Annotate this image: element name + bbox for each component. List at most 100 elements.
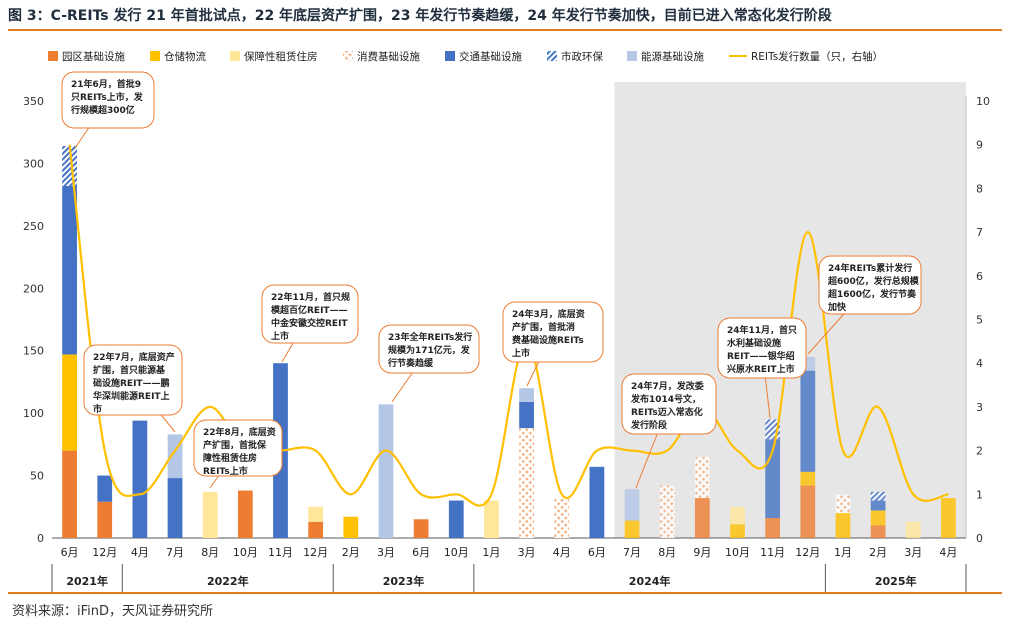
y2-tick-label: 5 (976, 314, 983, 327)
bottom-rule (8, 592, 1002, 594)
x-tick-label: 4月 (939, 546, 957, 559)
callout-text: 模超百亿REIT—— (271, 304, 348, 316)
callout-text: 24年7月，发改委 (631, 380, 705, 392)
y-tick-label: 350 (23, 95, 44, 108)
bar-segment (800, 471, 816, 486)
bar-segment (870, 491, 886, 501)
bar-segment (97, 501, 113, 538)
legend-swatch (230, 51, 240, 61)
bar-segment (835, 513, 851, 538)
legend-label: 市政环保 (561, 50, 603, 63)
callout-text: 超600亿，发行总规模 (827, 275, 920, 287)
y2-tick-label: 10 (976, 95, 990, 108)
y2-tick-label: 8 (976, 182, 983, 195)
y2-tick-label: 4 (976, 357, 983, 370)
legend-swatch (150, 51, 160, 61)
x-tick-label: 4月 (553, 546, 571, 559)
legend-swatch (445, 51, 455, 61)
bar-segment (484, 500, 499, 538)
x-tick-label: 3月 (904, 546, 922, 559)
legend-label: 消费基础设施 (357, 50, 420, 63)
callout-box (378, 324, 480, 374)
x-tick-label: 10月 (233, 546, 258, 559)
year-label: 2024年 (629, 574, 671, 588)
x-tick-label: 2月 (869, 546, 887, 559)
bar-segment (870, 500, 886, 511)
bar-segment (730, 506, 745, 525)
legend: 园区基础设施 仓储物流 保障性租赁住房 消费基础设施 交通基础设施 市政环保 能源基础设施 R… (48, 50, 883, 63)
callout-text: 发行阶段 (630, 419, 668, 431)
bar-segment (132, 420, 148, 538)
y-tick-label: 50 (30, 470, 44, 483)
callout-text: REIT——银华绍 (727, 350, 795, 362)
bar-segment (519, 388, 534, 402)
legend-swatch (343, 51, 353, 61)
bar-segment (62, 185, 77, 355)
x-tick-label: 12月 (795, 546, 820, 559)
callout-text: 础设施REIT——鹏 (93, 377, 170, 389)
bar-segment (870, 525, 886, 538)
bar-segment (800, 485, 816, 538)
x-tick-label: 3月 (377, 546, 395, 559)
bar-segment (765, 518, 781, 538)
bar-segment (905, 521, 921, 538)
callout-text: 22年8月，底层资 (203, 426, 276, 438)
callout-text: REITs上市 (203, 465, 248, 477)
callout-text: 24年REITs累计发行 (828, 262, 912, 274)
bar-segment (659, 485, 675, 538)
callout-text: 规模为171亿元，发 (388, 344, 471, 356)
callout-box (193, 419, 283, 477)
x-tick-label: 1月 (482, 546, 500, 559)
callout-text: 中金安徽交控REIT (271, 317, 348, 329)
callout-text: 行节奏趋缓 (387, 357, 434, 369)
callout-text: 24年11月，首只 (727, 324, 797, 336)
callout-box (502, 301, 604, 363)
bar-segment (343, 516, 359, 538)
x-tick-label: 3月 (518, 546, 536, 559)
bar-segment (589, 466, 605, 538)
bar-segment (97, 475, 113, 502)
callout-text: 产扩围，首批保 (203, 439, 267, 451)
callout-text: 超1600亿，发行节奏 (827, 288, 917, 300)
bar-segment (62, 450, 77, 538)
year-label: 2021年 (66, 574, 108, 588)
legend-label: REITs发行数量（只，右轴） (751, 50, 883, 63)
x-tick-label: 7月 (623, 546, 641, 559)
y2-tick-label: 1 (976, 488, 983, 501)
callout-text: 上市 (512, 347, 530, 359)
y2-tick-label: 6 (976, 270, 983, 283)
bar-segment (202, 491, 218, 538)
y2-tick-label: 9 (976, 139, 983, 152)
callout-text: 产扩围，首批消 (512, 321, 575, 333)
bar-segment (730, 524, 745, 538)
callout-text: 上市 (271, 330, 289, 342)
x-tick-label: 11月 (760, 546, 785, 559)
callout-text: 22年7月，底层资产 (93, 351, 175, 363)
source-note: 资料来源：iFinD，天风证券研究所 (12, 604, 214, 619)
callout-text: REITs迈入常态化 (631, 406, 703, 418)
x-tick-label: 6月 (412, 546, 430, 559)
x-tick-label: 6月 (588, 546, 606, 559)
year-label: 2023年 (383, 574, 425, 588)
callout-text: 华深圳能源REIT上 (93, 390, 170, 402)
callout-box (61, 71, 155, 129)
callout-text: 加快 (827, 301, 847, 313)
x-tick-label: 10月 (725, 546, 750, 559)
legend-swatch (627, 51, 637, 61)
bar-segment (519, 401, 534, 429)
y2-tick-label: 3 (976, 401, 983, 414)
x-tick-label: 9月 (693, 546, 711, 559)
bar-segment (413, 519, 429, 538)
callout-text: 只REITs上市，发 (71, 91, 144, 103)
callout-text: 兴原水REIT上市 (727, 363, 795, 375)
bar-segment (167, 478, 183, 538)
bar-segment (624, 520, 640, 538)
x-tick-label: 11月 (268, 546, 293, 559)
